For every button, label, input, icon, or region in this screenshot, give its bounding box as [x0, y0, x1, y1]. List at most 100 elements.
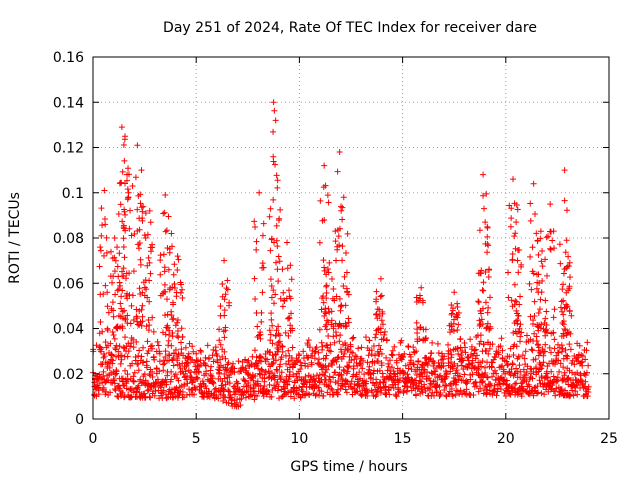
data-point [533, 285, 540, 292]
data-point [315, 356, 322, 363]
data-point [120, 265, 127, 272]
data-point [541, 348, 548, 355]
data-point [118, 352, 125, 359]
data-point [482, 364, 489, 371]
peak-point [537, 228, 544, 235]
data-point [391, 343, 398, 350]
data-point [558, 342, 565, 349]
data-point [270, 196, 277, 203]
data-point [538, 374, 545, 381]
data-point [187, 373, 194, 380]
data-point [249, 371, 256, 378]
data-point [391, 371, 398, 378]
data-point [121, 315, 128, 322]
data-point [134, 206, 141, 213]
data-point [562, 327, 569, 334]
data-point [93, 342, 100, 349]
data-point [478, 316, 485, 323]
data-point [585, 389, 592, 396]
data-point [503, 381, 510, 388]
data-point [134, 227, 141, 234]
data-point [268, 310, 275, 317]
data-point [237, 402, 244, 409]
data-point [511, 281, 518, 288]
data-point [117, 360, 124, 367]
data-point [266, 327, 273, 334]
data-point [434, 340, 441, 347]
data-point [560, 332, 567, 339]
data-point [325, 199, 332, 206]
data-point [169, 284, 176, 291]
data-point [374, 306, 381, 313]
data-point [484, 374, 491, 381]
data-point [195, 369, 202, 376]
data-point [323, 366, 330, 373]
data-point [106, 364, 113, 371]
data-point [225, 387, 232, 394]
data-point [487, 294, 494, 301]
data-point [113, 342, 120, 349]
data-point [116, 343, 123, 350]
data-point [193, 350, 200, 357]
data-point [312, 348, 319, 355]
data-point [485, 304, 492, 311]
data-point [341, 350, 348, 357]
data-point [557, 260, 564, 267]
data-point [117, 179, 124, 186]
data-point [127, 343, 134, 350]
data-point [100, 252, 107, 259]
data-point [420, 336, 427, 343]
data-point [220, 328, 227, 335]
data-point [343, 269, 350, 276]
data-point [428, 350, 435, 357]
data-point [585, 362, 592, 369]
data-point [370, 367, 377, 374]
data-point [484, 233, 491, 240]
peak-point [510, 176, 517, 183]
data-point [401, 350, 408, 357]
data-point [564, 353, 571, 360]
data-point [526, 280, 533, 287]
data-point [458, 362, 465, 369]
data-point [287, 295, 294, 302]
data-point [441, 386, 448, 393]
data-point [136, 322, 143, 329]
data-point [541, 391, 548, 398]
data-point [484, 249, 491, 256]
data-point [209, 352, 216, 359]
data-point [242, 378, 249, 385]
data-point [457, 387, 464, 394]
data-point [447, 347, 454, 354]
data-point [375, 358, 382, 365]
data-point [502, 392, 509, 399]
data-point [373, 311, 380, 318]
data-point [530, 392, 537, 399]
data-point [561, 372, 568, 379]
data-point [576, 342, 583, 349]
data-point [404, 371, 411, 378]
data-point [502, 370, 509, 377]
data-point [273, 327, 280, 334]
data-point [329, 387, 336, 394]
data-point [273, 222, 280, 229]
data-point [480, 205, 487, 212]
data-point [120, 344, 127, 351]
data-point [273, 366, 280, 373]
data-point [127, 320, 134, 327]
data-point [414, 326, 421, 333]
data-point [529, 347, 536, 354]
data-point [555, 357, 562, 364]
data-point [410, 361, 417, 368]
data-point [508, 297, 515, 304]
data-point [317, 197, 324, 204]
data-point [146, 393, 153, 400]
data-point [402, 362, 409, 369]
data-point [125, 165, 132, 172]
data-point [208, 363, 215, 370]
data-point [404, 384, 411, 391]
data-point [322, 310, 329, 317]
data-point [419, 389, 426, 396]
data-point [185, 350, 192, 357]
y-tick-label: 0.14 [53, 95, 84, 111]
data-point [506, 202, 513, 209]
